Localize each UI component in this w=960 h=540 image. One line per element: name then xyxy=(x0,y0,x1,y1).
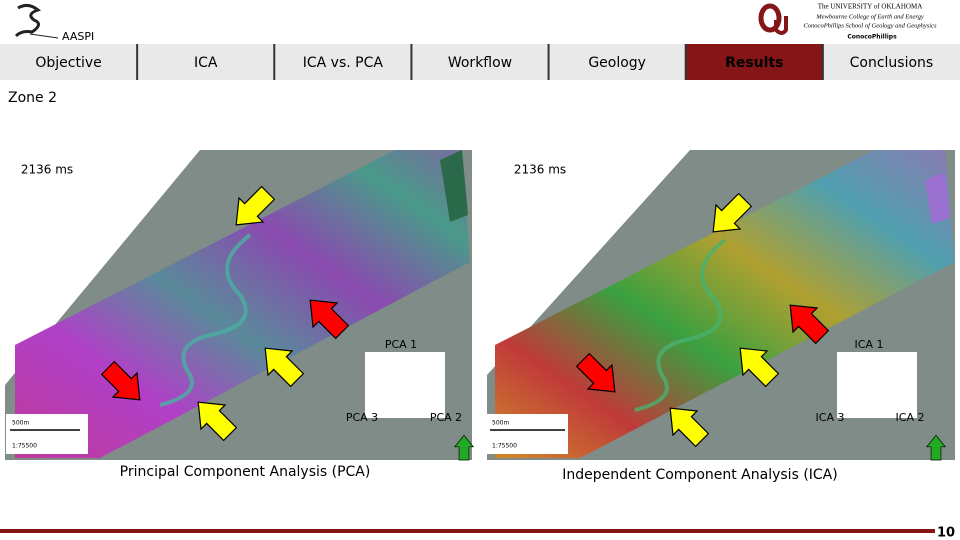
college-name: Mewbourne College of Earth and Energy xyxy=(815,13,924,20)
ratio-label: 1:75500 xyxy=(12,443,37,450)
ica-color-wheel xyxy=(837,352,917,418)
ou-logo xyxy=(758,3,788,38)
logo-text: AASPI xyxy=(62,30,94,43)
nav-tab[interactable]: ICA xyxy=(194,55,218,71)
sponsor-name: ConocoPhillips xyxy=(847,34,897,41)
aaspi-logo xyxy=(14,3,59,39)
scale-label: 500m xyxy=(492,420,509,427)
zone-label: Zone 2 xyxy=(8,90,57,106)
scale-label: 500m xyxy=(12,420,29,427)
component-label: ICA 1 xyxy=(855,338,884,351)
school-name: ConocoPhillips School of Geology and Geo… xyxy=(803,22,937,29)
component-label: PCA 3 xyxy=(346,411,378,424)
component-label: ICA 3 xyxy=(816,411,845,424)
component-label: PCA 2 xyxy=(430,411,462,424)
nav-tab-active xyxy=(685,44,823,80)
time-label: 2136 ms xyxy=(514,163,566,177)
caption: Principal Component Analysis (PCA) xyxy=(120,464,371,480)
nav-tab[interactable]: Geology xyxy=(588,55,646,71)
page-number: 10 xyxy=(937,526,955,540)
component-label: ICA 2 xyxy=(896,411,925,424)
nav-tab[interactable]: Conclusions xyxy=(850,55,934,71)
pca-color-wheel xyxy=(365,352,445,418)
nav-bar: Objective ICA ICA vs. PCA Workflow Geology Re… xyxy=(0,44,960,80)
university-name: The UNIVERSITY of OKLAHOMA xyxy=(818,3,923,11)
nav-tab[interactable]: Workflow xyxy=(448,55,512,71)
time-label: 2136 ms xyxy=(21,163,73,177)
nav-tab[interactable]: Objective xyxy=(35,55,101,71)
nav-tab[interactable]: Results xyxy=(725,55,783,71)
footer-line xyxy=(0,529,935,533)
component-label: PCA 1 xyxy=(385,338,417,351)
nav-tab[interactable]: ICA vs. PCA xyxy=(303,55,384,71)
ratio-label: 1:75500 xyxy=(492,443,517,450)
caption: Independent Component Analysis (ICA) xyxy=(562,467,837,483)
